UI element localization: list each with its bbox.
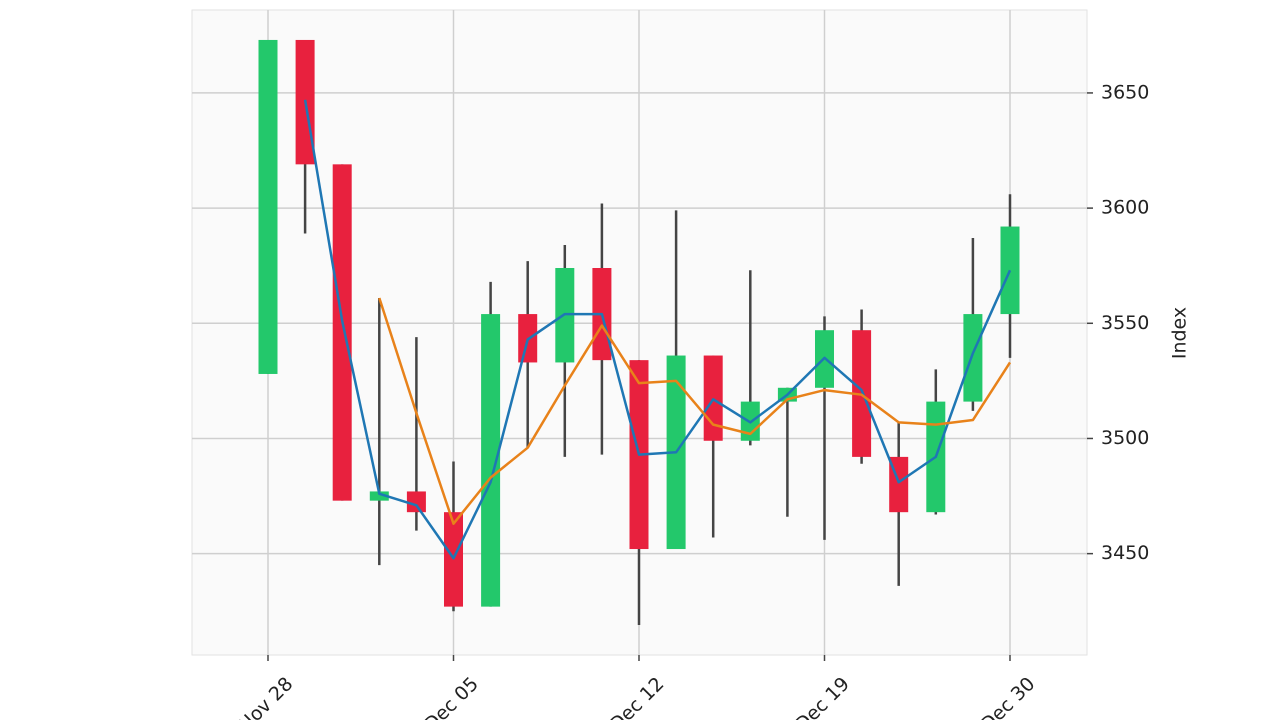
y-tick-label: 3650 — [1101, 81, 1149, 103]
candle-body — [406, 491, 426, 513]
candle-body — [332, 164, 352, 501]
x-tick-label: Dec 05 — [420, 673, 483, 720]
x-tick-label: Dec 30 — [977, 673, 1040, 720]
moving-average-line — [303, 99, 1012, 560]
y-tick-label: 3500 — [1101, 427, 1149, 449]
candle-body — [258, 39, 278, 374]
x-tick-label: Nov 28 — [234, 673, 297, 720]
y-tick-label: 3550 — [1101, 312, 1149, 334]
x-tick-label: Dec 12 — [606, 673, 669, 720]
x-tick-label: Dec 19 — [791, 673, 854, 720]
candle-body — [963, 314, 983, 402]
moving-average-line — [378, 297, 1012, 525]
candle-body — [369, 491, 389, 501]
y-tick-label: 3600 — [1101, 197, 1149, 219]
y-tick-label: 3450 — [1101, 542, 1149, 564]
candle-body — [481, 314, 501, 607]
y-axis-label: Index — [1169, 307, 1191, 359]
